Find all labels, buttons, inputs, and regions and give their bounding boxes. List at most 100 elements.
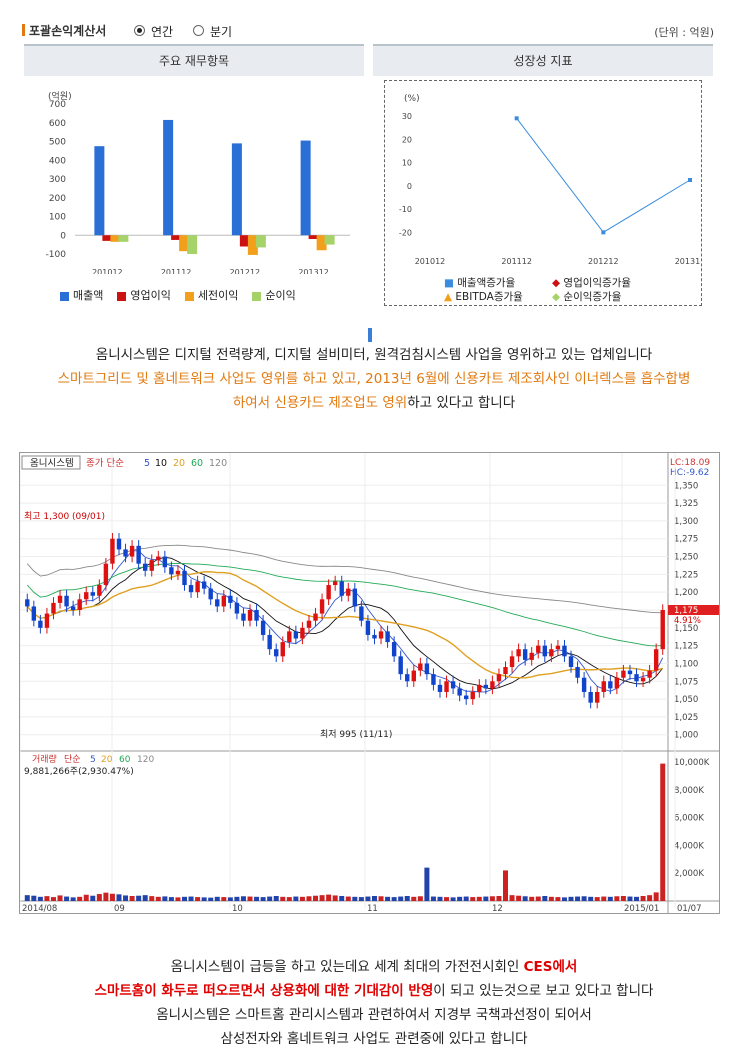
hc-label: HC:-9.62	[670, 468, 709, 478]
volume-bar	[378, 896, 384, 901]
candle	[503, 667, 508, 675]
desc1-line2: 스마트그리드 및 홈네트워크 사업도 영위를 하고 있고, 2013년 6월에 …	[57, 371, 691, 387]
line-point	[514, 116, 519, 121]
volume-bar	[594, 897, 600, 901]
volume-bar	[529, 896, 535, 901]
candle	[634, 674, 639, 682]
low-annotation: 최저 995 (11/11)	[320, 729, 392, 740]
radio-annual-label[interactable]: 연간	[151, 25, 174, 39]
line-x-tick: 201012	[415, 257, 446, 266]
volume-bar	[575, 896, 581, 901]
candle	[215, 599, 220, 607]
ma-legend-60: 60	[191, 458, 203, 469]
price-tick: 1,100	[674, 659, 698, 669]
price-tick: 1,000	[674, 731, 698, 741]
candle	[647, 670, 652, 678]
candle	[149, 560, 154, 571]
ma-line-20	[26, 571, 663, 679]
line-y-tick: 20	[402, 135, 412, 144]
candle	[267, 634, 272, 650]
financial-bar-chart: (억원) -100 0 100 200 300 400 500 600 700 201012 201…	[46, 90, 350, 274]
volume-bar	[398, 896, 404, 901]
volume-bar	[37, 896, 43, 901]
candle	[228, 595, 233, 603]
last-price-box	[668, 605, 719, 615]
bar-y-tick: 0	[60, 231, 66, 241]
growth-legend: ■ 매출액증가율 ◆ 영업이익증가율 ▲ EBITDA증가율 ◆ 순이익증가율	[444, 276, 694, 304]
candle	[136, 545, 141, 564]
bar-0-0	[94, 146, 105, 236]
bar-chart-ylabel: (억원)	[48, 90, 72, 102]
volume-bar	[123, 895, 129, 901]
description-block-2: 옴니시스템이 급등을 하고 있는데요 세계 최대의 가전전시회인 CES에서 스…	[0, 955, 748, 1051]
high-annotation: 최고 1,300 (09/01)	[24, 511, 105, 522]
candle	[287, 631, 292, 643]
candle	[241, 613, 246, 621]
bar-1-3	[308, 235, 319, 239]
candle	[97, 585, 102, 596]
date-tick: 2014/08	[22, 904, 57, 913]
candle	[581, 677, 587, 692]
volume-ma-label: 단순	[64, 754, 81, 765]
candle	[254, 610, 259, 621]
bar-y-tick: 200	[49, 194, 66, 204]
volume-bar	[385, 896, 391, 901]
volume-bar	[306, 896, 312, 901]
candle	[359, 606, 364, 621]
candle	[84, 592, 89, 600]
volume-bar	[201, 897, 207, 901]
desc2-line3: 옴니시스템은 스마트홈 관리시스템과 관련하여서 지경부 국책과선정이 되어서	[156, 1007, 592, 1023]
volume-ma-legend-60: 60	[119, 755, 131, 765]
volume-bar	[339, 895, 345, 901]
volume-bar	[214, 896, 220, 901]
candle	[129, 545, 135, 557]
candle	[490, 681, 495, 689]
bar-2-0	[110, 235, 121, 242]
volume-bar	[299, 896, 305, 901]
bar-x-tick: 201012	[92, 268, 123, 274]
stock-chart: 옴니시스템 종가 단순 5 10 20 60 120 LC:18.09 HC:-9.62…	[20, 453, 719, 913]
candle	[365, 620, 371, 635]
line-y-tick: -20	[399, 228, 412, 237]
desc2-line1: 옴니시스템이 급등을 하고 있는데요 세계 최대의 가전전시회인 CES에서	[170, 959, 578, 975]
candle	[391, 642, 397, 657]
volume-bar	[457, 896, 463, 901]
volume-bar	[240, 896, 246, 901]
volume-bar	[509, 895, 515, 901]
price-tick: 1,325	[674, 499, 698, 509]
volume-bar	[260, 897, 266, 901]
radio-quarter-label[interactable]: 분기	[210, 25, 233, 39]
volume-bar	[555, 897, 561, 901]
candle	[529, 652, 534, 660]
legend-item-net: 순이익	[252, 289, 296, 302]
candle	[346, 588, 351, 596]
volume-bar	[535, 896, 541, 901]
candle	[339, 581, 344, 596]
candle	[536, 645, 541, 653]
volume-tick: 10,000K	[674, 758, 710, 768]
panel-title-financials: 주요 재무항목	[24, 44, 364, 76]
line-x-tick: 201312	[675, 257, 700, 266]
volume-bar	[424, 867, 430, 901]
candle	[44, 613, 50, 628]
legend-item-sales: 매출액	[60, 289, 103, 302]
legend-item-op-growth: ◆ 영업이익증가율	[552, 277, 632, 289]
radio-annual[interactable]	[134, 25, 145, 36]
volume-bar	[411, 896, 417, 901]
volume-bar	[542, 895, 548, 901]
candle	[313, 613, 318, 621]
volume-bar	[561, 897, 567, 901]
candle	[463, 695, 469, 700]
volume-bar	[391, 897, 397, 901]
radio-quarter[interactable]	[193, 25, 204, 36]
line-y-tick: -10	[399, 205, 412, 214]
candle	[234, 602, 240, 614]
price-tick: 1,075	[674, 677, 698, 687]
volume-bar	[109, 893, 115, 901]
volume-bar	[96, 894, 102, 901]
volume-bar	[64, 896, 70, 901]
candle	[208, 588, 213, 600]
candle	[300, 627, 305, 639]
candle	[319, 599, 325, 614]
ma-legend-120: 120	[209, 458, 227, 469]
